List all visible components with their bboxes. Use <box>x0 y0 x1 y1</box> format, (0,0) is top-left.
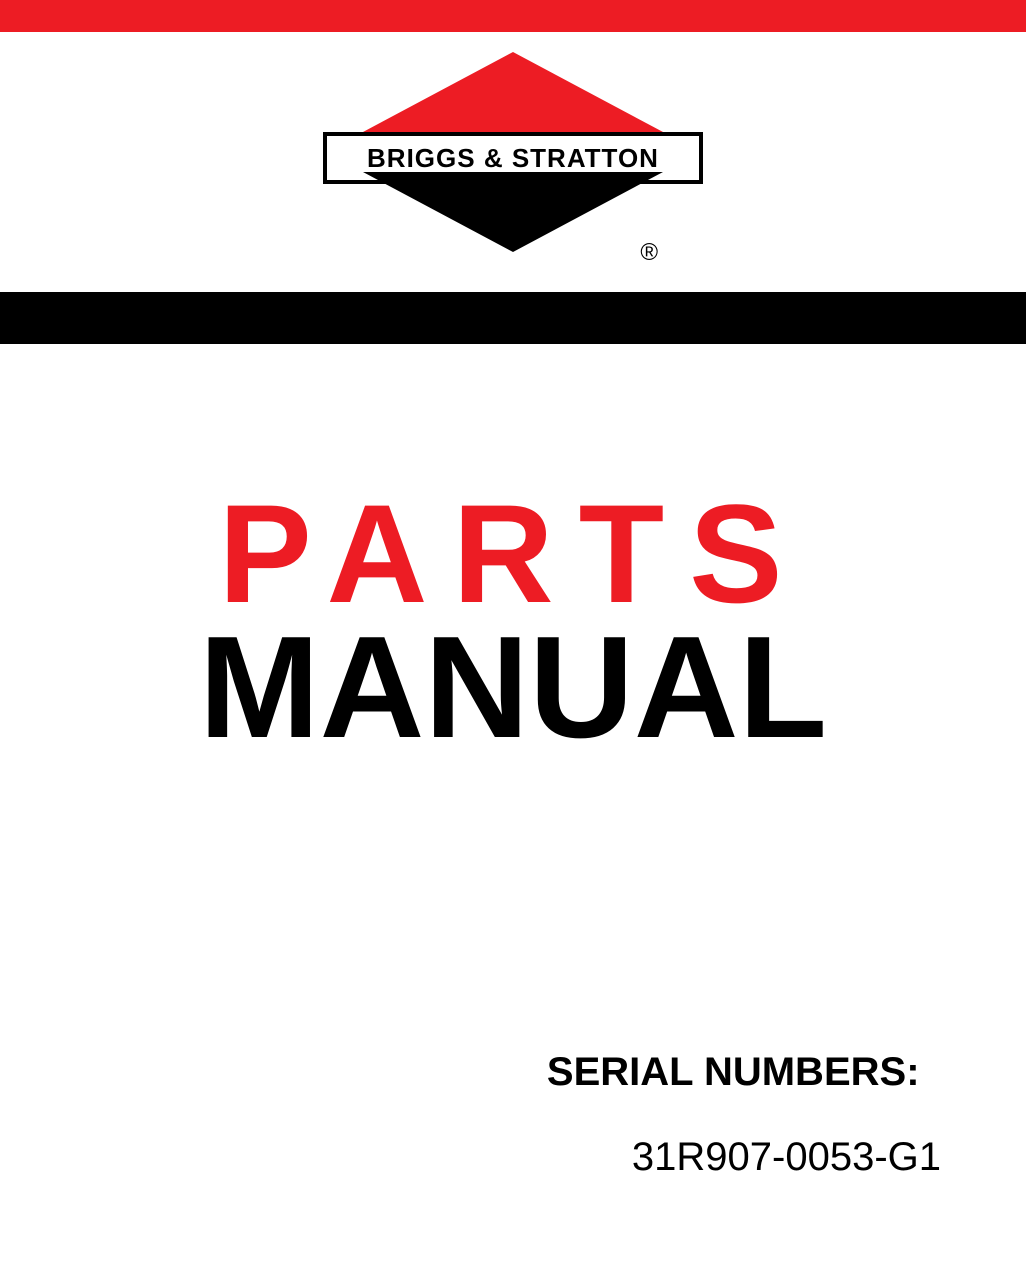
diamond-bottom-shape <box>363 172 663 252</box>
top-red-bar <box>0 0 1026 32</box>
logo-section: BRIGGS & STRATTON ® <box>0 32 1026 292</box>
serial-label: SERIAL NUMBERS: <box>547 1050 941 1095</box>
title-line-1: PARTS <box>0 484 1026 624</box>
brand-logo: BRIGGS & STRATTON ® <box>323 52 703 272</box>
document-title-section: PARTS MANUAL <box>0 344 1026 757</box>
brand-name-text: BRIGGS & STRATTON <box>367 143 659 174</box>
serial-numbers-section: SERIAL NUMBERS: 31R907-0053-G1 <box>547 1050 941 1180</box>
title-line-2: MANUAL <box>0 619 1026 757</box>
serial-number-value: 31R907-0053-G1 <box>547 1135 941 1180</box>
black-divider-bar <box>0 292 1026 344</box>
registered-trademark-icon: ® <box>640 239 658 267</box>
diamond-top-shape <box>363 52 663 132</box>
